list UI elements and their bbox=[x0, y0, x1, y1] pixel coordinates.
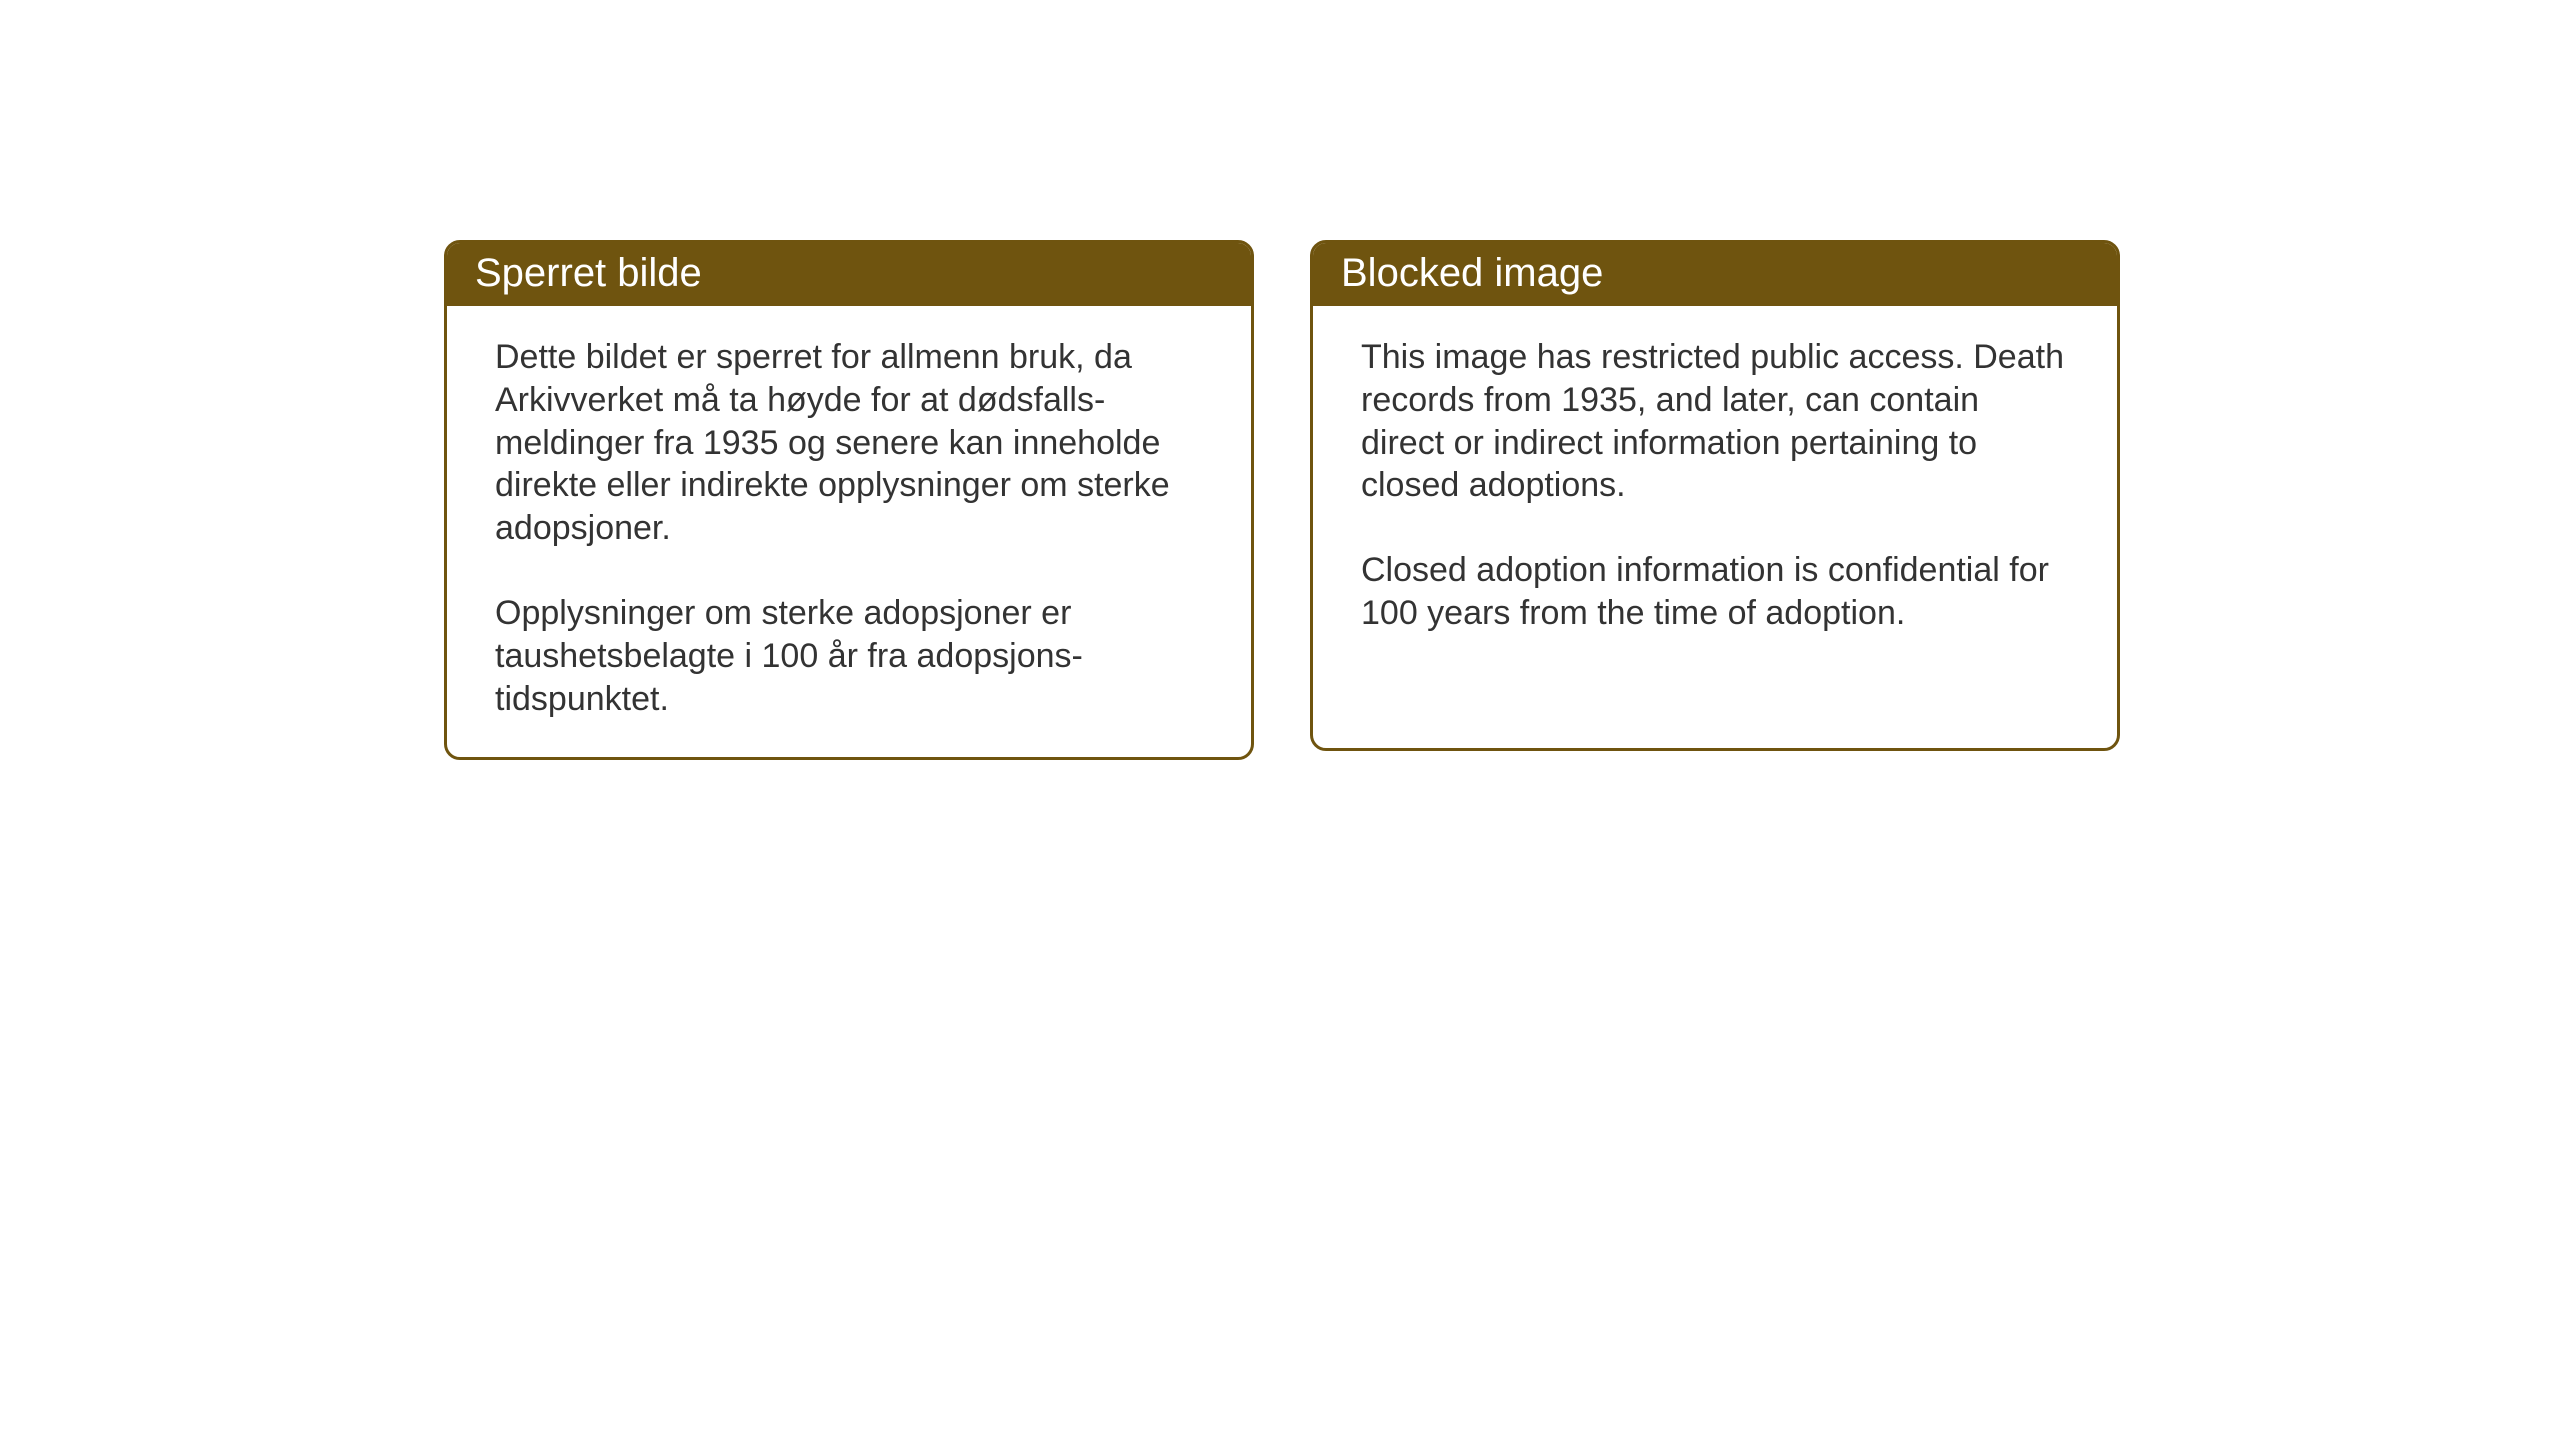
norwegian-card-body: Dette bildet er sperret for allmenn bruk… bbox=[447, 306, 1251, 757]
english-paragraph-1: This image has restricted public access.… bbox=[1361, 336, 2069, 507]
notice-cards-container: Sperret bilde Dette bildet er sperret fo… bbox=[444, 240, 2120, 760]
norwegian-card-title: Sperret bilde bbox=[447, 243, 1251, 306]
norwegian-notice-card: Sperret bilde Dette bildet er sperret fo… bbox=[444, 240, 1254, 760]
english-card-title: Blocked image bbox=[1313, 243, 2117, 306]
english-paragraph-2: Closed adoption information is confident… bbox=[1361, 549, 2069, 635]
english-notice-card: Blocked image This image has restricted … bbox=[1310, 240, 2120, 751]
english-card-body: This image has restricted public access.… bbox=[1313, 306, 2117, 671]
norwegian-paragraph-2: Opplysninger om sterke adopsjoner er tau… bbox=[495, 592, 1203, 720]
norwegian-paragraph-1: Dette bildet er sperret for allmenn bruk… bbox=[495, 336, 1203, 550]
